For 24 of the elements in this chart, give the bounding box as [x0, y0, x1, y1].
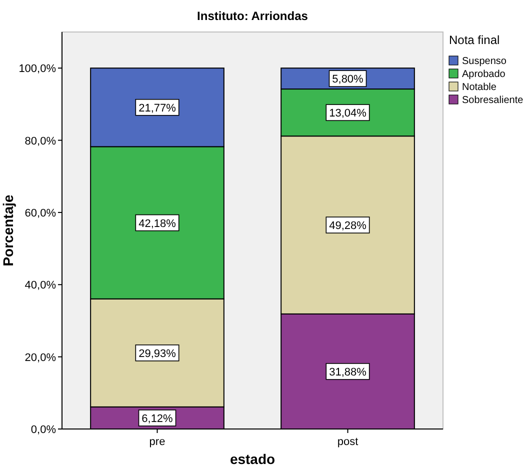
chart-title: Instituto: Arriondas	[197, 9, 308, 23]
x-axis-title: estado	[230, 451, 276, 467]
y-tick-label: 100,0%	[18, 63, 56, 76]
x-tick-label: post	[337, 436, 358, 448]
data-label: 6,12%	[142, 412, 174, 425]
data-label: 42,18%	[138, 218, 176, 230]
y-tick-label: 60,0%	[24, 207, 56, 220]
data-label: 21,77%	[138, 102, 176, 114]
legend-label: Sobresaliente	[462, 95, 524, 106]
y-tick-label: 80,0%	[24, 135, 56, 148]
y-tick-label: 20,0%	[24, 352, 56, 364]
legend-label: Notable	[462, 82, 497, 93]
legend-label: Aprobado	[462, 69, 506, 80]
data-label: 29,93%	[138, 348, 176, 360]
data-label: 5,80%	[332, 74, 364, 86]
y-axis-title: Porcentaje	[0, 194, 16, 266]
legend-title: Nota final	[449, 33, 500, 47]
data-label: 31,88%	[329, 366, 367, 378]
y-tick-label: 0,0%	[30, 424, 56, 436]
legend-label: Suspenso	[462, 56, 507, 67]
data-label: 13,04%	[329, 108, 367, 120]
data-label: 49,28%	[329, 220, 367, 232]
y-tick-label: 40,0%	[24, 280, 56, 292]
x-tick-label: pre	[149, 436, 166, 448]
